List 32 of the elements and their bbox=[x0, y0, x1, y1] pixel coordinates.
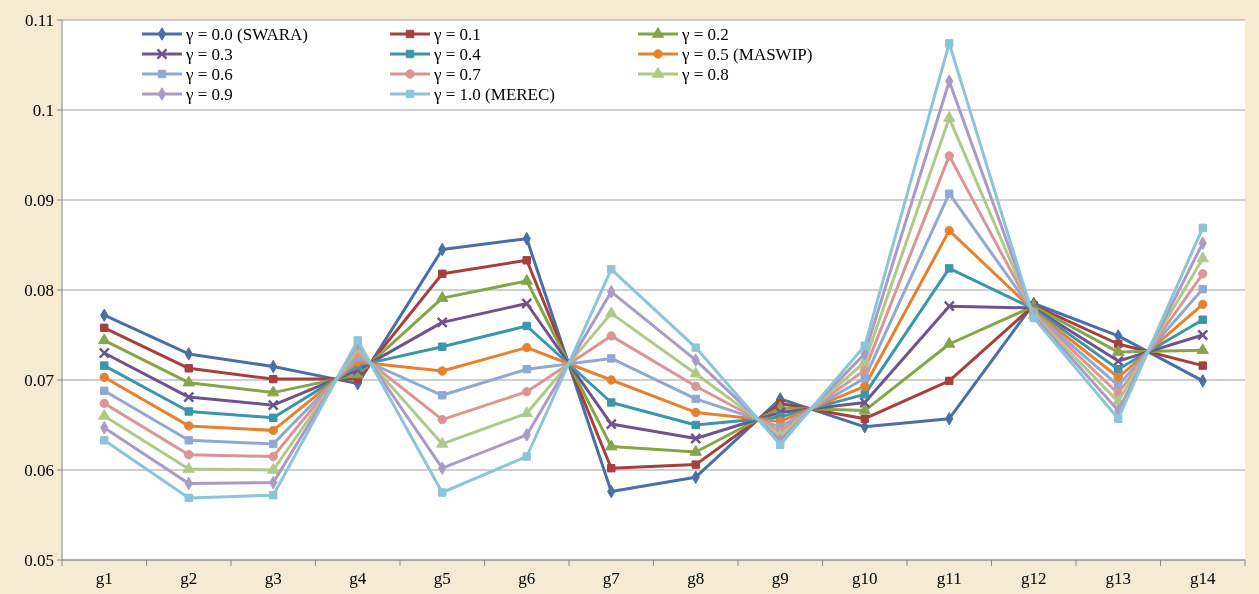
y-tick-label: 0.09 bbox=[24, 190, 54, 210]
legend-label: γ = 0.7 bbox=[433, 64, 482, 84]
legend-label: γ = 0.8 bbox=[681, 64, 729, 84]
legend-label: γ = 0.5 (MASWIP) bbox=[681, 44, 813, 64]
legend-label: γ = 0.6 bbox=[185, 64, 233, 84]
legend-label: γ = 1.0 (MEREC) bbox=[433, 84, 555, 104]
x-tick-label: g13 bbox=[1105, 569, 1131, 588]
x-tick-label: g2 bbox=[180, 569, 198, 588]
x-tick-label: g5 bbox=[433, 569, 451, 588]
x-tick-label: g4 bbox=[349, 569, 367, 588]
legend-label: γ = 0.4 bbox=[433, 44, 482, 64]
y-tick-label: 0.1 bbox=[32, 100, 54, 120]
y-tick-label: 0.08 bbox=[24, 280, 54, 300]
x-tick-label: g10 bbox=[852, 569, 878, 588]
x-tick-label: g6 bbox=[518, 569, 536, 588]
y-tick-label: 0.06 bbox=[24, 460, 54, 480]
y-tick-label: 0.11 bbox=[24, 10, 54, 30]
legend-label: γ = 0.2 bbox=[681, 24, 729, 44]
legend-label: γ = 0.0 (SWARA) bbox=[185, 24, 308, 44]
x-tick-label: g7 bbox=[602, 569, 621, 588]
x-tick-label: g9 bbox=[771, 569, 789, 588]
y-tick-label: 0.07 bbox=[24, 370, 55, 390]
x-tick-label: g1 bbox=[95, 569, 113, 588]
x-tick-label: g14 bbox=[1190, 569, 1216, 588]
x-tick-label: g12 bbox=[1021, 569, 1047, 588]
x-tick-label: g8 bbox=[687, 569, 705, 588]
legend-label: γ = 0.9 bbox=[185, 84, 233, 104]
x-tick-label: g11 bbox=[936, 569, 962, 588]
x-tick-label: g3 bbox=[264, 569, 282, 588]
y-tick-label: 0.05 bbox=[24, 550, 54, 570]
legend-label: γ = 0.1 bbox=[433, 24, 481, 44]
legend-label: γ = 0.3 bbox=[185, 44, 233, 64]
